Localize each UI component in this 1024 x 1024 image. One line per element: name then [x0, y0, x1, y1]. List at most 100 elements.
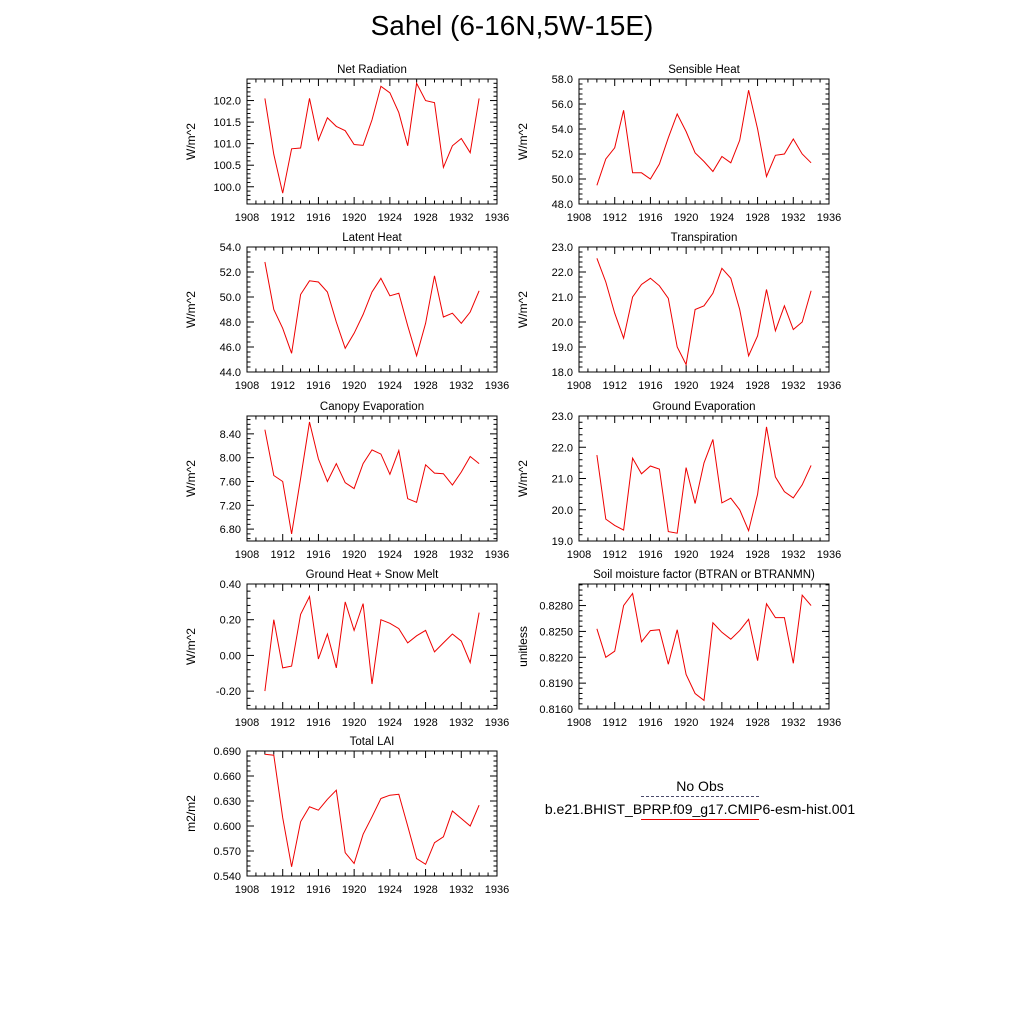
y-axis-label: W/m^2 [184, 628, 198, 665]
y-tick-label: 52.0 [552, 149, 573, 161]
x-tick-label: 1912 [270, 549, 294, 561]
x-tick-label: 1936 [817, 212, 841, 224]
series-line [596, 258, 812, 367]
x-tick-label: 1936 [817, 549, 841, 561]
y-tick-label: 19.0 [552, 342, 573, 354]
x-tick-label: 1936 [485, 212, 509, 224]
y-tick-label: 21.0 [552, 292, 573, 304]
x-tick-label: 1916 [638, 212, 662, 224]
x-tick-label: 1920 [674, 549, 698, 561]
y-tick-label: 0.20 [220, 615, 241, 627]
panel-4: 1908 1912 1916 1920 1924 1928 1932 1936 18.0 19.0… [516, 232, 841, 392]
x-tick-label: 1932 [449, 717, 473, 729]
series-line [264, 421, 480, 534]
y-axis-label: W/m^2 [516, 460, 530, 497]
x-tick-label: 1928 [413, 380, 437, 392]
x-tick-label: 1924 [378, 549, 402, 561]
x-tick-label: 1920 [342, 212, 366, 224]
x-tick-label: 1912 [270, 717, 294, 729]
y-tick-label: 50.0 [220, 292, 241, 304]
panel-title: Soil moisture factor (BTRAN or BTRANMN) [593, 569, 815, 581]
panel-2: 1908 1912 1916 1920 1924 1928 1932 1936 48.0 50.0… [516, 64, 841, 224]
panel-frame [578, 583, 830, 710]
panel-title: Net Radiation [337, 64, 407, 76]
y-tick-label: 58.0 [552, 74, 573, 86]
x-tick-label: 1916 [306, 212, 330, 224]
y-tick-label: 0.00 [220, 650, 241, 662]
y-tick-label: 0.600 [213, 821, 241, 833]
x-tick-label: 1928 [745, 717, 769, 729]
x-tick-label: 1928 [745, 549, 769, 561]
x-tick-label: 1928 [413, 717, 437, 729]
y-tick-label: 23.0 [552, 411, 573, 423]
x-tick-label: 1912 [270, 884, 294, 896]
x-tick-label: 1936 [485, 549, 509, 561]
x-tick-label: 1916 [306, 380, 330, 392]
panel-frame [246, 246, 498, 373]
y-tick-label: 100.0 [213, 182, 241, 194]
x-tick-label: 1932 [449, 549, 473, 561]
panel-8: 1908 1912 1916 1920 1924 1928 1932 1936 0.8160 0.… [516, 569, 841, 729]
x-tick-label: 1932 [781, 549, 805, 561]
x-tick-label: 1916 [638, 717, 662, 729]
y-tick-label: 0.690 [213, 746, 241, 758]
panel-7: 1908 1912 1916 1920 1924 1928 1932 1936 -0.20 0.0… [184, 569, 509, 729]
panel-title: Sensible Heat [668, 64, 740, 76]
x-tick-label: 1936 [817, 380, 841, 392]
y-tick-label: 0.8160 [539, 704, 573, 716]
panel-3: 1908 1912 1916 1920 1924 1928 1932 1936 44.0 46.0… [184, 232, 509, 392]
y-tick-label: 7.20 [220, 500, 241, 512]
series-line [264, 261, 480, 358]
panel-frame [578, 246, 830, 373]
y-tick-label: 8.00 [220, 453, 241, 465]
y-tick-label: 102.0 [213, 96, 241, 108]
x-tick-label: 1936 [817, 717, 841, 729]
x-tick-label: 1932 [781, 212, 805, 224]
y-tick-label: 0.630 [213, 796, 241, 808]
y-tick-label: 0.8250 [539, 626, 573, 638]
x-tick-label: 1928 [413, 549, 437, 561]
y-tick-label: 54.0 [220, 242, 241, 254]
x-tick-label: 1928 [413, 884, 437, 896]
y-tick-label: 54.0 [552, 124, 573, 136]
x-tick-label: 1928 [413, 212, 437, 224]
x-tick-label: 1920 [342, 380, 366, 392]
x-tick-label: 1924 [710, 549, 734, 561]
panel-frame [246, 750, 498, 877]
y-tick-label: 0.8280 [539, 601, 573, 613]
y-tick-label: 21.0 [552, 474, 573, 486]
x-tick-label: 1916 [638, 380, 662, 392]
y-tick-label: 100.5 [213, 160, 241, 172]
panel-title: Transpiration [671, 232, 738, 244]
y-tick-label: 101.0 [213, 139, 241, 151]
x-tick-label: 1932 [449, 212, 473, 224]
x-tick-label: 1908 [567, 212, 591, 224]
y-axis-label: unitless [516, 626, 530, 667]
x-tick-label: 1932 [449, 884, 473, 896]
x-tick-label: 1936 [485, 717, 509, 729]
panel-frame [578, 415, 830, 542]
y-axis-label: W/m^2 [516, 123, 530, 160]
x-tick-label: 1932 [449, 380, 473, 392]
x-tick-label: 1916 [306, 717, 330, 729]
x-tick-label: 1908 [567, 380, 591, 392]
x-tick-label: 1920 [342, 884, 366, 896]
y-tick-label: 20.0 [552, 317, 573, 329]
series-line [264, 753, 480, 867]
y-tick-label: 0.540 [213, 871, 241, 883]
panel-title: Ground Evaporation [653, 401, 756, 413]
series-line [264, 594, 480, 692]
y-tick-label: 48.0 [220, 317, 241, 329]
x-tick-label: 1912 [270, 380, 294, 392]
series-line [596, 426, 812, 534]
x-tick-label: 1912 [270, 212, 294, 224]
y-tick-label: 18.0 [552, 367, 573, 379]
panel-title: Total LAI [350, 736, 395, 748]
x-tick-label: 1920 [674, 717, 698, 729]
panel-5: 1908 1912 1916 1920 1924 1928 1932 1936 6.80 7.20… [184, 401, 509, 561]
y-tick-label: 56.0 [552, 99, 573, 111]
x-tick-label: 1908 [567, 549, 591, 561]
y-axis-label: m2/m2 [184, 795, 198, 832]
series-line [596, 592, 812, 702]
y-axis-label: W/m^2 [516, 291, 530, 328]
